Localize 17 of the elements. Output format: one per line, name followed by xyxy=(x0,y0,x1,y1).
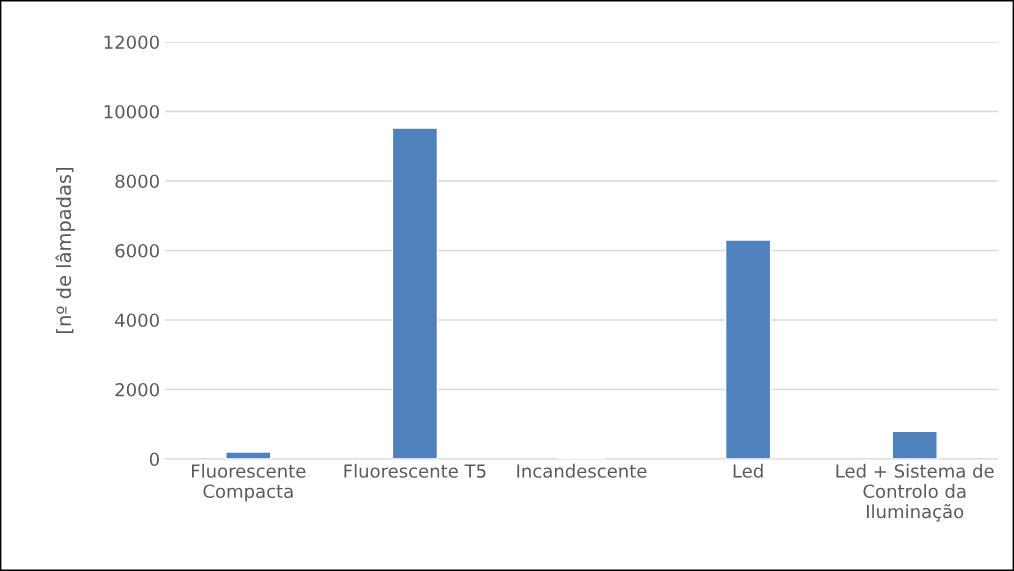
x-tick-label: Led + Sistema de Controlo da Iluminação xyxy=(836,463,994,522)
bar xyxy=(891,430,938,459)
y-tick-label: 6000 xyxy=(115,243,159,258)
x-tick-label: Fluorescente T5 xyxy=(344,463,486,478)
y-tick-label: 8000 xyxy=(115,174,159,189)
bar xyxy=(391,127,439,459)
x-tick-label: Led xyxy=(733,463,763,478)
y-tick-label: 2000 xyxy=(115,382,159,397)
x-tick-label: Incandescente xyxy=(517,463,647,478)
bar xyxy=(724,239,772,459)
y-tick-label: 10000 xyxy=(104,104,159,119)
y-tick-label: 12000 xyxy=(104,35,159,50)
x-tick-label: Fluorescente Compacta xyxy=(192,463,306,502)
bar xyxy=(225,451,272,459)
y-tick-label: 0 xyxy=(149,452,159,467)
y-axis-title: [nº de lâmpadas] xyxy=(55,168,75,333)
y-tick-label: 4000 xyxy=(115,313,159,328)
